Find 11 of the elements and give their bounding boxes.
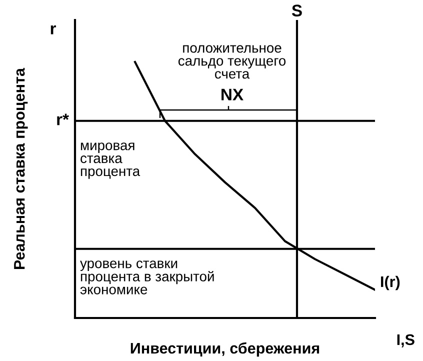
text: S <box>292 4 302 16</box>
annotation: NX <box>222 88 244 100</box>
annotation: положительное сальдо текущего счета <box>178 45 286 79</box>
annotation: мировая ставка процента <box>80 142 140 179</box>
annotation: уровень ставки процента в закрытой экономике <box>80 260 214 294</box>
ref-line-label: r* <box>57 114 69 126</box>
x-axis-title: Инвестиции, сбережения <box>130 342 320 357</box>
text: r <box>50 25 56 34</box>
text: I,S <box>397 334 414 348</box>
y-axis-title: Реальная ставка процента <box>14 68 28 269</box>
text: I(r) <box>381 276 400 290</box>
